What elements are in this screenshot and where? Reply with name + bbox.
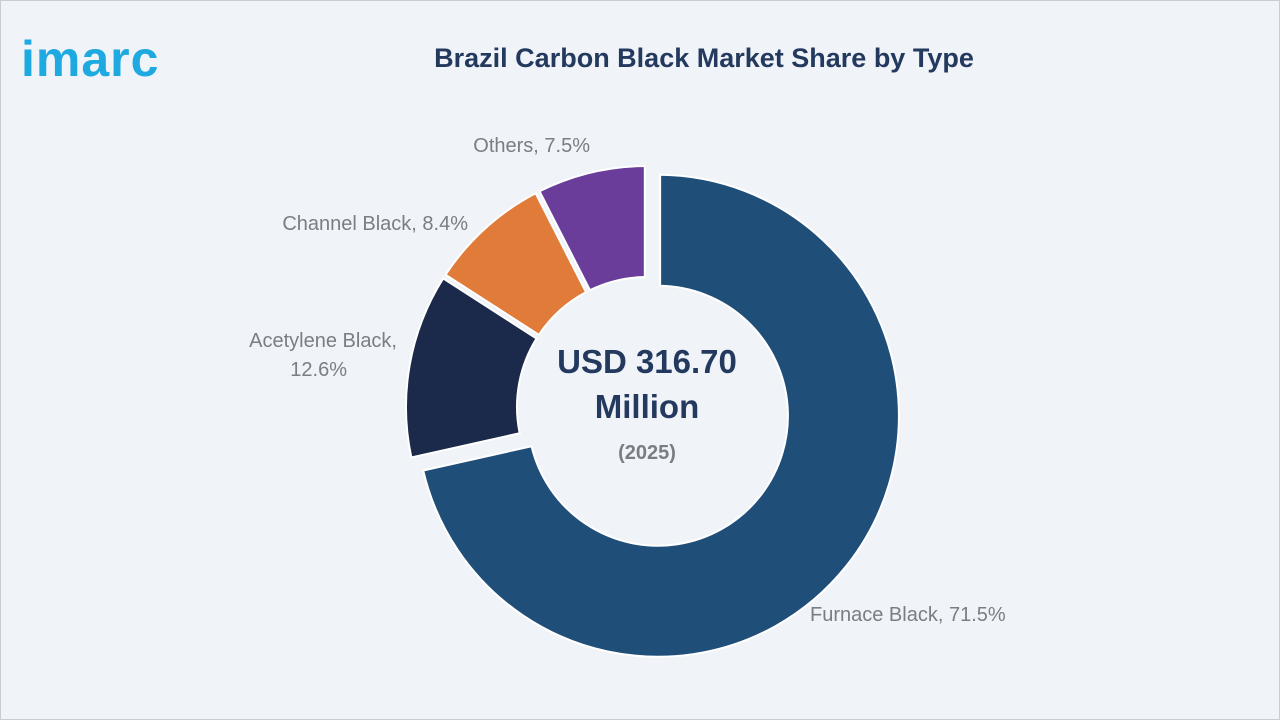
slice-label-acetylene-black: Acetylene Black, 12.6% — [249, 330, 397, 381]
slice-label-furnace-black: Furnace Black, 71.5% — [810, 604, 1006, 626]
slice-others — [538, 165, 646, 292]
slice-furnace-black — [422, 173, 900, 658]
chart-title: Brazil Carbon Black Market Share by Type — [434, 43, 974, 73]
imarc-logo: imarc — [21, 31, 160, 87]
slice-label-channel-black: Channel Black, 8.4% — [282, 213, 468, 235]
center-year: (2025) — [618, 442, 676, 464]
slice-label-others: Others, 7.5% — [473, 135, 590, 157]
slice-acetylene-black — [405, 277, 538, 459]
slice-channel-black — [444, 191, 588, 337]
center-value-line-1: USD 316.70 — [557, 343, 737, 380]
center-value-line-2: Million — [595, 388, 699, 425]
